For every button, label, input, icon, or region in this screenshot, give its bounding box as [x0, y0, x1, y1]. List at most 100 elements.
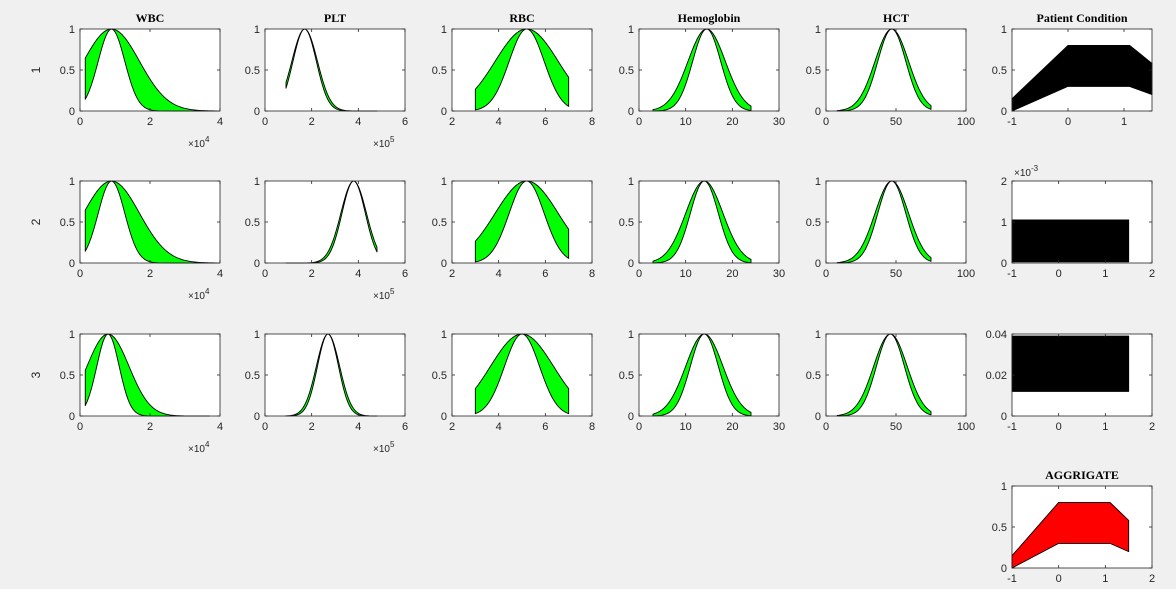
- y-tick-label: 0.02: [986, 370, 1007, 382]
- y-tick-label: 0.5: [432, 65, 447, 77]
- x-tick-label: 0: [636, 421, 642, 433]
- y-tick-label: 1: [815, 329, 821, 341]
- subplot-row1-rbc: 2 4 6 8 0 0.5 1: [432, 24, 595, 128]
- plot-area: [452, 334, 592, 416]
- subplot-aggrigate: -1 0 1 200.51: [992, 481, 1155, 585]
- series-band-0: [836, 28, 932, 112]
- y-tick-label: 1: [628, 329, 634, 341]
- subplot-row3-hct: 0 50 100 0 0.5 1: [806, 329, 975, 433]
- y-tick-label: 0.5: [60, 370, 75, 382]
- y-tick-label: 1: [628, 176, 634, 188]
- y-exponent-label: ×10-3: [1014, 164, 1039, 179]
- series-band-0: [1011, 219, 1130, 263]
- y-tick-label: 0.5: [60, 65, 75, 77]
- series-band-0: [285, 180, 378, 264]
- x-tick-label: 2: [309, 116, 315, 128]
- y-tick-label: 0: [1001, 106, 1007, 118]
- x-tick-label: 0: [823, 421, 829, 433]
- y-tick-label: 0: [628, 106, 634, 118]
- x-tick-label: 2: [1149, 268, 1155, 280]
- x-tick-label: 10: [680, 268, 692, 280]
- x-tick-label: 0: [1056, 421, 1062, 433]
- subplot-row1-plt: 0 2 4 6 0 0.5 1 ×105: [245, 24, 408, 150]
- x-tick-label: 20: [726, 268, 738, 280]
- x-tick-label: 10: [680, 421, 692, 433]
- y-tick-label: 1: [1001, 24, 1007, 36]
- x-exponent-label: ×105: [373, 287, 395, 302]
- column-title: WBC: [136, 11, 165, 25]
- x-tick-label: 0: [77, 421, 83, 433]
- x-tick-label: 2: [147, 268, 153, 280]
- subplot-row1-wbc: 0 2 4 0 0.5 1 ×104: [60, 24, 223, 150]
- subplot-row1-hct: 0 50 100 0 0.5 1: [806, 24, 975, 128]
- aggregate-title: AGGRIGATE: [1045, 468, 1119, 482]
- x-tick-label: 4: [355, 116, 361, 128]
- subplot-row2-wbc: 0 2 4 0 0.5 1 ×104: [60, 176, 223, 302]
- x-tick-label: 0: [77, 116, 83, 128]
- y-tick-label: 0: [254, 106, 260, 118]
- y-tick-label: 0: [1001, 258, 1007, 270]
- x-exponent-label: ×104: [188, 135, 210, 150]
- y-tick-label: 0.5: [806, 217, 821, 229]
- y-tick-label: 1: [1001, 217, 1007, 229]
- series-band-0: [1011, 501, 1130, 569]
- column-title: HCT: [883, 11, 909, 25]
- y-tick-label: 1: [815, 24, 821, 36]
- plot-area: [265, 29, 405, 111]
- x-tick-label: 4: [355, 268, 361, 280]
- x-tick-label: 10: [680, 116, 692, 128]
- series-band-0: [474, 28, 570, 111]
- x-tick-label: 6: [542, 268, 548, 280]
- x-tick-label: 0: [1065, 116, 1071, 128]
- y-tick-label: 0: [69, 258, 75, 270]
- row-label: 3: [29, 371, 43, 378]
- x-tick-label: 4: [217, 421, 223, 433]
- y-tick-label: 0: [441, 258, 447, 270]
- x-tick-label: -1: [1007, 421, 1017, 433]
- x-tick-label: 2: [1149, 421, 1155, 433]
- subplot-row2-hemoglobin: 0 10 20 30 0 0.5 1: [619, 176, 785, 280]
- y-tick-label: 0: [628, 411, 634, 423]
- y-tick-label: 0.5: [432, 217, 447, 229]
- x-tick-label: 20: [726, 116, 738, 128]
- plot-area: [826, 181, 966, 263]
- x-tick-label: 0: [1056, 268, 1062, 280]
- subplot-row2-plt: 0 2 4 6 0 0.5 1 ×105: [245, 176, 408, 302]
- y-tick-label: 0.5: [992, 65, 1007, 77]
- x-tick-label: 100: [957, 268, 975, 280]
- subplot-row2-hct: 0 50 100 0 0.5 1: [806, 176, 975, 280]
- y-tick-label: 0: [69, 411, 75, 423]
- x-tick-label: 100: [957, 421, 975, 433]
- column-title: PLT: [324, 11, 346, 25]
- y-tick-label: 1: [254, 329, 260, 341]
- y-tick-label: 1: [815, 176, 821, 188]
- x-tick-label: 0: [262, 268, 268, 280]
- y-tick-label: 1: [441, 176, 447, 188]
- x-exponent-label: ×105: [373, 440, 395, 455]
- x-tick-label: 2: [1149, 573, 1155, 585]
- y-tick-label: 0.5: [245, 370, 260, 382]
- y-tick-label: 1: [69, 176, 75, 188]
- x-tick-label: 1: [1102, 268, 1108, 280]
- y-tick-label: 0.5: [619, 217, 634, 229]
- subplot-row3-plt: 0 2 4 6 0 0.5 1 ×105: [245, 329, 408, 455]
- x-tick-label: 8: [589, 116, 595, 128]
- x-tick-label: 2: [449, 421, 455, 433]
- series-band-0: [474, 333, 570, 415]
- x-tick-label: 6: [402, 268, 408, 280]
- row-label: 1: [29, 66, 43, 73]
- x-tick-label: 4: [217, 268, 223, 280]
- row-label: 2: [29, 218, 43, 225]
- x-tick-label: 0: [77, 268, 83, 280]
- y-tick-label: 1: [254, 24, 260, 36]
- x-exponent-label: ×104: [188, 287, 210, 302]
- plot-area: [80, 334, 220, 416]
- x-tick-label: 30: [773, 116, 785, 128]
- x-exponent-label: ×104: [188, 440, 210, 455]
- x-tick-label: 6: [542, 421, 548, 433]
- y-tick-label: 1: [69, 329, 75, 341]
- y-tick-label: 0.5: [806, 65, 821, 77]
- x-tick-label: -1: [1007, 116, 1017, 128]
- x-exponent-label: ×105: [373, 135, 395, 150]
- x-tick-label: 0: [262, 116, 268, 128]
